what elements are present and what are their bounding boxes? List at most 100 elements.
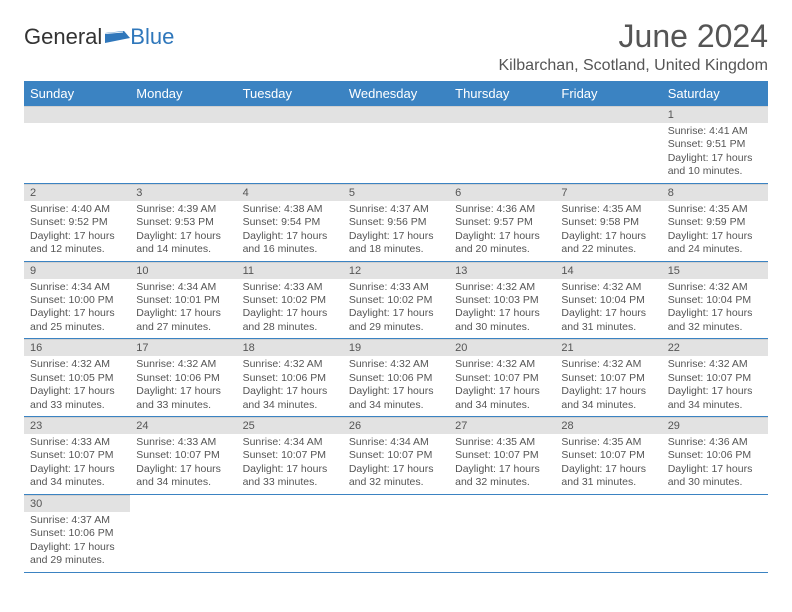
- logo-text-2: Blue: [130, 24, 174, 50]
- calendar-cell: 23Sunrise: 4:33 AMSunset: 10:07 PMDaylig…: [24, 417, 130, 495]
- day-details: Sunrise: 4:33 AMSunset: 10:02 PMDaylight…: [237, 279, 343, 339]
- calendar-cell: 17Sunrise: 4:32 AMSunset: 10:06 PMDaylig…: [130, 339, 236, 417]
- weekday-header: Saturday: [662, 81, 768, 106]
- day-number: 4: [237, 184, 343, 201]
- calendar-cell: 1Sunrise: 4:41 AMSunset: 9:51 PMDaylight…: [662, 106, 768, 183]
- calendar-cell: [237, 494, 343, 572]
- calendar-cell: 8Sunrise: 4:35 AMSunset: 9:59 PMDaylight…: [662, 183, 768, 261]
- calendar-cell: 27Sunrise: 4:35 AMSunset: 10:07 PMDaylig…: [449, 417, 555, 495]
- calendar-cell: 18Sunrise: 4:32 AMSunset: 10:06 PMDaylig…: [237, 339, 343, 417]
- flag-icon: [104, 28, 132, 46]
- day-number: 8: [662, 184, 768, 201]
- day-details: Sunrise: 4:34 AMSunset: 10:07 PMDaylight…: [237, 434, 343, 494]
- day-number: 18: [237, 339, 343, 356]
- calendar-cell: 13Sunrise: 4:32 AMSunset: 10:03 PMDaylig…: [449, 261, 555, 339]
- calendar-cell: [130, 106, 236, 183]
- day-number: 23: [24, 417, 130, 434]
- calendar-cell: 29Sunrise: 4:36 AMSunset: 10:06 PMDaylig…: [662, 417, 768, 495]
- day-details: Sunrise: 4:33 AMSunset: 10:07 PMDaylight…: [130, 434, 236, 494]
- day-details: Sunrise: 4:33 AMSunset: 10:02 PMDaylight…: [343, 279, 449, 339]
- calendar-cell: 12Sunrise: 4:33 AMSunset: 10:02 PMDaylig…: [343, 261, 449, 339]
- weekday-header: Wednesday: [343, 81, 449, 106]
- calendar-cell: 14Sunrise: 4:32 AMSunset: 10:04 PMDaylig…: [555, 261, 661, 339]
- day-details: Sunrise: 4:34 AMSunset: 10:07 PMDaylight…: [343, 434, 449, 494]
- calendar-cell: 15Sunrise: 4:32 AMSunset: 10:04 PMDaylig…: [662, 261, 768, 339]
- weekday-header: Monday: [130, 81, 236, 106]
- day-number: 17: [130, 339, 236, 356]
- day-number: 25: [237, 417, 343, 434]
- day-details: Sunrise: 4:32 AMSunset: 10:06 PMDaylight…: [130, 356, 236, 416]
- day-number: 27: [449, 417, 555, 434]
- day-details: Sunrise: 4:36 AMSunset: 9:57 PMDaylight:…: [449, 201, 555, 261]
- calendar-cell: [130, 494, 236, 572]
- day-number: 19: [343, 339, 449, 356]
- day-details: Sunrise: 4:32 AMSunset: 10:05 PMDaylight…: [24, 356, 130, 416]
- day-number: 28: [555, 417, 661, 434]
- day-details: Sunrise: 4:32 AMSunset: 10:03 PMDaylight…: [449, 279, 555, 339]
- calendar-cell: [343, 494, 449, 572]
- day-number-empty: [449, 106, 555, 123]
- logo-text-1: General: [24, 24, 102, 50]
- day-number-empty: [24, 106, 130, 123]
- day-number: 15: [662, 262, 768, 279]
- calendar-cell: 3Sunrise: 4:39 AMSunset: 9:53 PMDaylight…: [130, 183, 236, 261]
- day-number-empty: [130, 106, 236, 123]
- calendar-cell: 4Sunrise: 4:38 AMSunset: 9:54 PMDaylight…: [237, 183, 343, 261]
- day-details: Sunrise: 4:40 AMSunset: 9:52 PMDaylight:…: [24, 201, 130, 261]
- day-number: 2: [24, 184, 130, 201]
- day-details: Sunrise: 4:39 AMSunset: 9:53 PMDaylight:…: [130, 201, 236, 261]
- day-number: 16: [24, 339, 130, 356]
- day-number: 12: [343, 262, 449, 279]
- day-details: Sunrise: 4:32 AMSunset: 10:07 PMDaylight…: [555, 356, 661, 416]
- weekday-header: Friday: [555, 81, 661, 106]
- calendar-cell: 30Sunrise: 4:37 AMSunset: 10:06 PMDaylig…: [24, 494, 130, 572]
- day-details: Sunrise: 4:35 AMSunset: 10:07 PMDaylight…: [449, 434, 555, 494]
- calendar-table: SundayMondayTuesdayWednesdayThursdayFrid…: [24, 81, 768, 573]
- day-number: 29: [662, 417, 768, 434]
- calendar-cell: [343, 106, 449, 183]
- calendar-cell: 10Sunrise: 4:34 AMSunset: 10:01 PMDaylig…: [130, 261, 236, 339]
- logo: General Blue: [24, 18, 174, 50]
- day-number: 7: [555, 184, 661, 201]
- calendar-cell: 9Sunrise: 4:34 AMSunset: 10:00 PMDayligh…: [24, 261, 130, 339]
- day-details: Sunrise: 4:38 AMSunset: 9:54 PMDaylight:…: [237, 201, 343, 261]
- calendar-cell: [449, 494, 555, 572]
- day-details: Sunrise: 4:35 AMSunset: 9:59 PMDaylight:…: [662, 201, 768, 261]
- calendar-cell: [555, 494, 661, 572]
- weekday-header: Thursday: [449, 81, 555, 106]
- day-number: 10: [130, 262, 236, 279]
- day-number-empty: [237, 106, 343, 123]
- day-number: 11: [237, 262, 343, 279]
- day-details: Sunrise: 4:34 AMSunset: 10:00 PMDaylight…: [24, 279, 130, 339]
- day-number: 26: [343, 417, 449, 434]
- day-details: Sunrise: 4:33 AMSunset: 10:07 PMDaylight…: [24, 434, 130, 494]
- calendar-cell: 2Sunrise: 4:40 AMSunset: 9:52 PMDaylight…: [24, 183, 130, 261]
- calendar-cell: 16Sunrise: 4:32 AMSunset: 10:05 PMDaylig…: [24, 339, 130, 417]
- calendar-cell: 6Sunrise: 4:36 AMSunset: 9:57 PMDaylight…: [449, 183, 555, 261]
- day-number: 21: [555, 339, 661, 356]
- page-title: June 2024: [499, 18, 769, 55]
- day-number: 22: [662, 339, 768, 356]
- day-details: Sunrise: 4:32 AMSunset: 10:06 PMDaylight…: [343, 356, 449, 416]
- day-number: 13: [449, 262, 555, 279]
- day-number: 5: [343, 184, 449, 201]
- calendar-cell: [237, 106, 343, 183]
- calendar-cell: 22Sunrise: 4:32 AMSunset: 10:07 PMDaylig…: [662, 339, 768, 417]
- calendar-cell: [555, 106, 661, 183]
- calendar-cell: 7Sunrise: 4:35 AMSunset: 9:58 PMDaylight…: [555, 183, 661, 261]
- day-number: 9: [24, 262, 130, 279]
- day-details: Sunrise: 4:37 AMSunset: 9:56 PMDaylight:…: [343, 201, 449, 261]
- calendar-cell: 26Sunrise: 4:34 AMSunset: 10:07 PMDaylig…: [343, 417, 449, 495]
- location-label: Kilbarchan, Scotland, United Kingdom: [499, 57, 769, 75]
- day-details: Sunrise: 4:32 AMSunset: 10:06 PMDaylight…: [237, 356, 343, 416]
- calendar-cell: 19Sunrise: 4:32 AMSunset: 10:06 PMDaylig…: [343, 339, 449, 417]
- calendar-cell: [24, 106, 130, 183]
- day-number: 14: [555, 262, 661, 279]
- day-details: Sunrise: 4:35 AMSunset: 9:58 PMDaylight:…: [555, 201, 661, 261]
- day-number-empty: [343, 106, 449, 123]
- day-number: 1: [662, 106, 768, 123]
- calendar-cell: 5Sunrise: 4:37 AMSunset: 9:56 PMDaylight…: [343, 183, 449, 261]
- calendar-cell: 21Sunrise: 4:32 AMSunset: 10:07 PMDaylig…: [555, 339, 661, 417]
- day-number: 6: [449, 184, 555, 201]
- day-details: Sunrise: 4:35 AMSunset: 10:07 PMDaylight…: [555, 434, 661, 494]
